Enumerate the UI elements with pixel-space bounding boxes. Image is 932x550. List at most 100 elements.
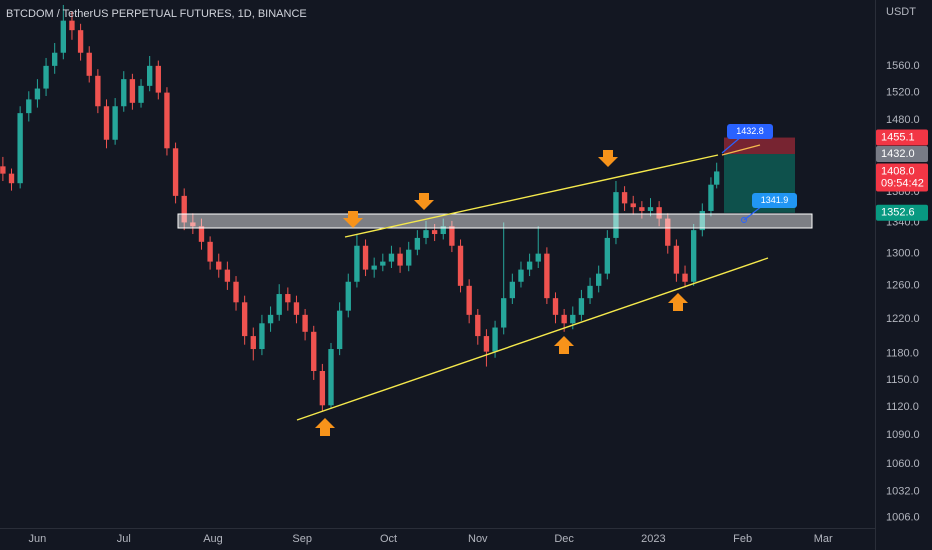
candle-body xyxy=(440,226,446,235)
callout-box xyxy=(727,124,773,139)
candle-body xyxy=(397,253,403,266)
candle-body xyxy=(639,207,645,211)
candle-body xyxy=(371,265,377,270)
upper-trendline xyxy=(344,154,719,238)
callout-text: 1341.9 xyxy=(761,195,789,205)
candle-body xyxy=(328,349,334,406)
candle-body xyxy=(8,173,15,184)
arrows xyxy=(315,150,688,436)
candle-body xyxy=(630,203,636,208)
candle-body xyxy=(198,226,205,242)
candle-body xyxy=(682,273,688,282)
candle-body xyxy=(86,52,92,76)
candle-body xyxy=(241,302,248,337)
down-arrow xyxy=(598,150,618,167)
candle-body xyxy=(509,281,516,299)
y-tick-label: 1006.0 xyxy=(886,512,920,524)
candle-body xyxy=(112,106,118,140)
candle-body xyxy=(673,245,680,274)
candle-body xyxy=(714,171,720,185)
lower-trendline xyxy=(296,257,769,421)
candle-body xyxy=(518,269,524,282)
callout-anchor xyxy=(741,217,747,223)
candle-body xyxy=(302,314,308,332)
candle-body xyxy=(492,327,498,352)
candle-body xyxy=(466,285,472,315)
candle-body xyxy=(216,261,222,270)
candle-body xyxy=(570,314,576,324)
callout-pointer xyxy=(743,205,763,221)
candle-body xyxy=(362,245,369,270)
candle-body xyxy=(475,314,481,337)
candle-body xyxy=(311,331,317,372)
candle-body xyxy=(190,222,196,227)
x-tick-label: Jul xyxy=(117,533,131,545)
price-tag xyxy=(876,204,928,221)
candle-body xyxy=(690,230,697,282)
candle-body xyxy=(535,253,541,262)
candle-body xyxy=(233,281,239,303)
candle-body xyxy=(552,298,559,315)
candle-body xyxy=(354,245,360,282)
price-tag xyxy=(876,163,928,192)
candle-body xyxy=(406,249,412,266)
y-tick-label: 1180.0 xyxy=(886,347,919,359)
callout-text: 1432.8 xyxy=(736,126,764,136)
candle-body xyxy=(587,285,593,299)
candle-body xyxy=(129,79,136,103)
x-tick-label: Aug xyxy=(203,533,223,545)
candle-body xyxy=(95,75,101,107)
candle-body xyxy=(207,241,213,262)
y-tick-label: 1300.0 xyxy=(886,248,920,260)
candle-body xyxy=(526,261,533,270)
y-tick-label: 1560.0 xyxy=(886,60,920,72)
y-tick-label: 1520.0 xyxy=(886,87,920,99)
candle-body xyxy=(708,184,714,211)
price-tag-label: 1455.1 xyxy=(881,131,915,143)
x-tick-label: Jun xyxy=(29,533,47,545)
candle-body xyxy=(52,52,58,66)
candle-body xyxy=(155,65,161,93)
candle-body xyxy=(656,207,662,219)
candle-body xyxy=(699,210,705,231)
price-tag-label: 1432.0 xyxy=(881,148,915,160)
candle-body xyxy=(613,192,619,238)
target-line xyxy=(721,144,761,156)
candle-body xyxy=(138,85,144,103)
price-tag xyxy=(876,146,928,163)
y-tick-label: 1032.0 xyxy=(886,485,920,497)
x-tick-label: Mar xyxy=(814,533,833,545)
candle-body xyxy=(34,88,41,100)
candle-body xyxy=(449,226,455,246)
up-arrow xyxy=(315,418,335,436)
callout-box xyxy=(752,193,797,208)
candle-body xyxy=(172,148,179,196)
price-tag-label: 1352.6 xyxy=(881,207,915,219)
candle-body xyxy=(26,99,32,114)
candle-body xyxy=(423,230,429,238)
candle-body xyxy=(250,336,256,350)
y-tick-label: 1150.0 xyxy=(886,374,919,386)
candle-body xyxy=(319,371,326,406)
support-zone xyxy=(177,213,813,229)
candle-body xyxy=(69,20,75,31)
candle-body xyxy=(276,294,282,315)
x-tick-label: Feb xyxy=(733,533,752,545)
x-tick-label: Oct xyxy=(380,533,397,545)
candle-body xyxy=(665,218,671,246)
candle-body xyxy=(103,106,110,140)
price-tag-label: 1408.0 xyxy=(881,165,915,177)
candle-body xyxy=(561,314,567,324)
candle-body xyxy=(604,237,610,274)
up-arrow xyxy=(668,293,688,311)
candle-body xyxy=(596,273,602,286)
y-tick-label: 1120.0 xyxy=(886,401,919,413)
x-tick-label: Sep xyxy=(292,533,312,545)
candle-body xyxy=(457,245,464,286)
candles xyxy=(0,4,720,412)
candle-body xyxy=(336,310,343,350)
price-tag xyxy=(876,129,928,146)
